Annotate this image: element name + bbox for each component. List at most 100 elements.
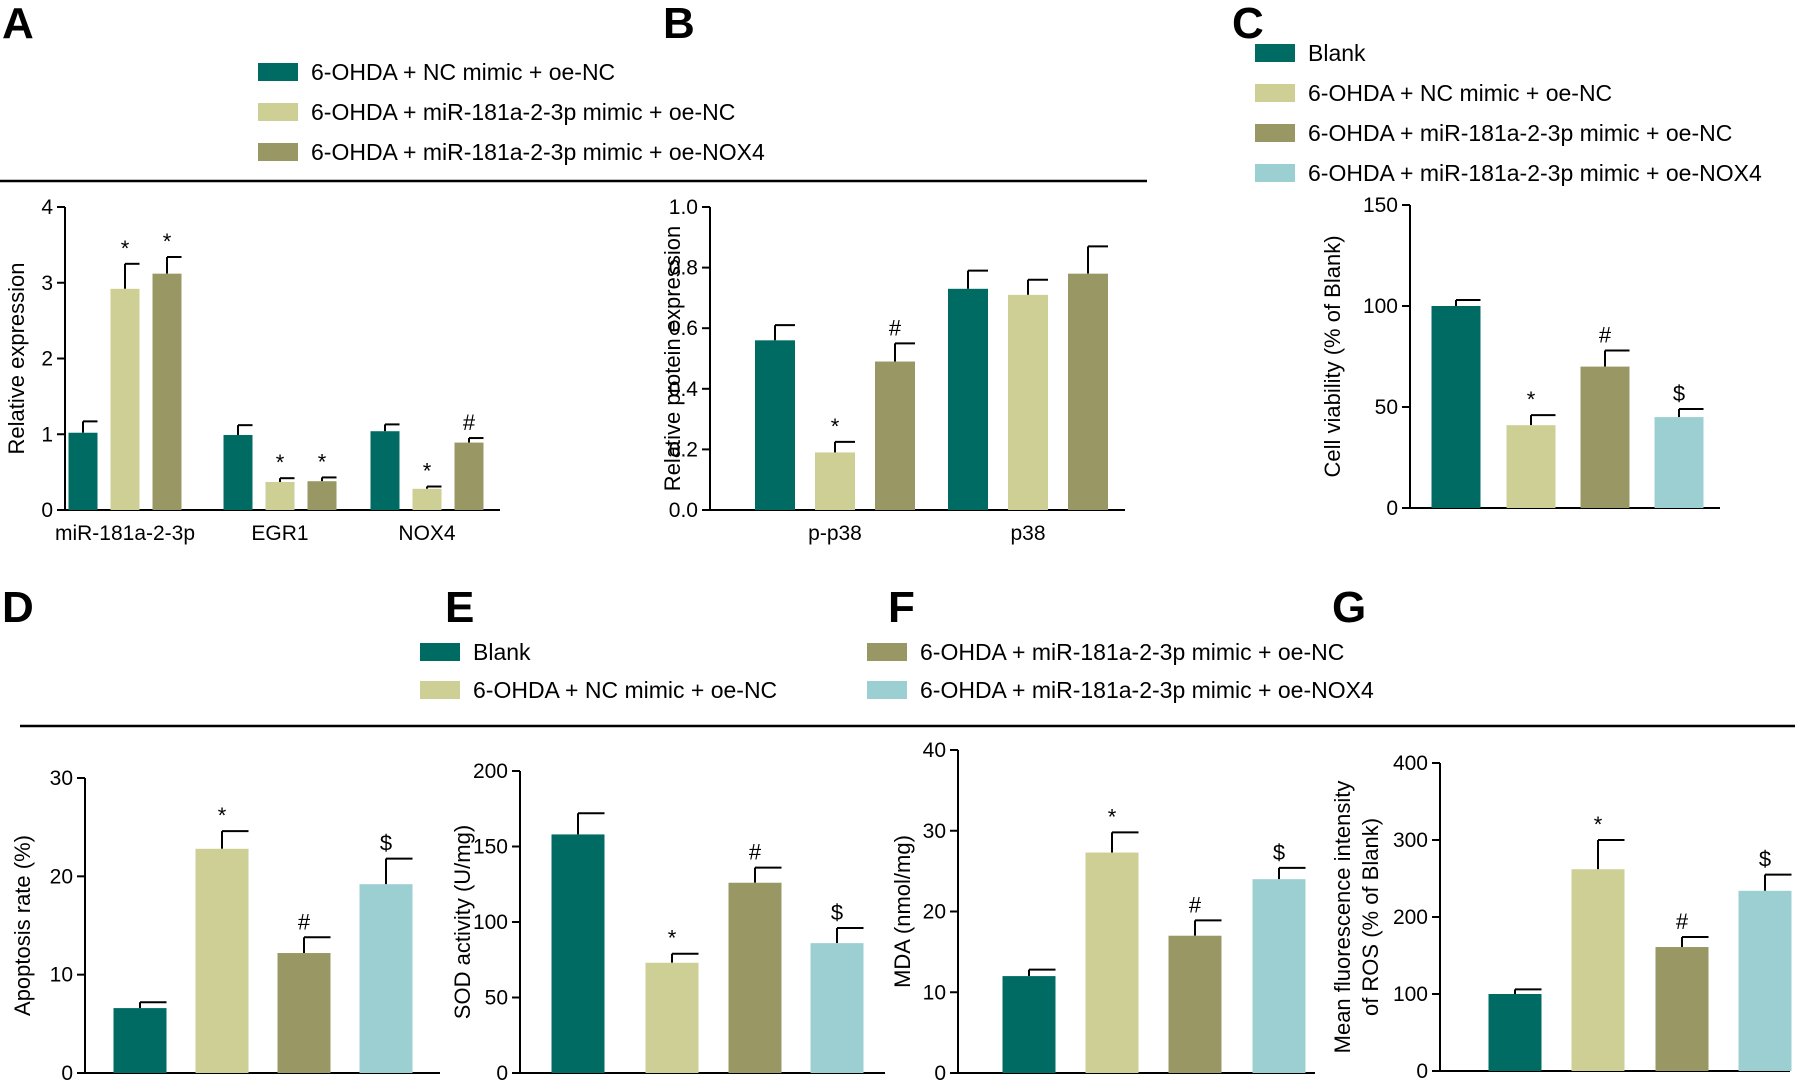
chart-b-bar-0-1 bbox=[815, 452, 855, 510]
chart-e-ytick-label-2: 100 bbox=[473, 911, 508, 934]
chart-c-bar-0 bbox=[1431, 306, 1481, 508]
chart-f-bar-1-significance: * bbox=[1108, 804, 1117, 829]
chart-b-category-label-0: p-p38 bbox=[808, 522, 862, 545]
chart-f-ytick-label-1: 10 bbox=[923, 981, 946, 1004]
chart-b-ytick-label-3: 0.6 bbox=[669, 317, 698, 340]
legend-c-item-1-label: 6-OHDA + NC mimic + oe-NC bbox=[1308, 80, 1612, 106]
panel-letter-g: G bbox=[1332, 583, 1366, 632]
chart-a-ytick-label-2: 2 bbox=[41, 348, 53, 371]
chart-g-ylabel-line-1: of ROS (% of Blank) bbox=[1358, 818, 1383, 1016]
chart-a-bar-2-2-significance: # bbox=[463, 410, 476, 435]
panel-letter-c: C bbox=[1232, 0, 1264, 48]
chart-b-bar-1-1 bbox=[1008, 294, 1048, 510]
legend-bottom-item-2-label: 6-OHDA + miR-181a-2-3p mimic + oe-NC bbox=[920, 639, 1344, 665]
legend-a-item-0-label: 6-OHDA + NC mimic + oe-NC bbox=[311, 59, 615, 85]
chart-b-category-label-1: p38 bbox=[1010, 522, 1045, 545]
chart-e-ytick-label-1: 50 bbox=[485, 987, 508, 1010]
chart-b-bar-1-2 bbox=[1068, 273, 1108, 510]
chart-a-category-label-0: miR-181a-2-3p bbox=[55, 522, 195, 545]
chart-b: 0.0 0.2 0.4 0.6 0.8 1.0 Relative protein expre… bbox=[660, 196, 1125, 545]
chart-c-bar-1 bbox=[1506, 425, 1556, 508]
chart-d-bar-2 bbox=[277, 953, 331, 1073]
chart-a-bar-0-2-significance: * bbox=[163, 229, 172, 254]
chart-f-bar-2 bbox=[1168, 935, 1222, 1073]
chart-b-bar-0-1-significance: * bbox=[831, 414, 840, 439]
charts-layer: 0 1 2 3 4 Relative expression * * miR-181a-2-3p *… bbox=[4, 194, 1792, 1081]
chart-a-bar-0-1-significance: * bbox=[121, 236, 130, 261]
legend-bottom-item-3-label: 6-OHDA + miR-181a-2-3p mimic + oe-NOX4 bbox=[920, 677, 1374, 703]
chart-g-ytick-label-2: 200 bbox=[1393, 906, 1428, 929]
panel-letter-e: E bbox=[445, 583, 474, 632]
legend-a-item-0-swatch bbox=[258, 63, 298, 81]
chart-c-bar-3-significance: $ bbox=[1673, 381, 1685, 406]
legend-a-item-1-swatch bbox=[258, 103, 298, 121]
chart-d-bar-2-significance: # bbox=[298, 909, 311, 934]
chart-f: 0 10 20 30 40 MDA (nmol/mg) * # $ bbox=[890, 739, 1315, 1081]
chart-f-bar-2-significance: # bbox=[1189, 892, 1202, 917]
chart-g-ytick-label-1: 100 bbox=[1393, 983, 1428, 1006]
chart-f-ytick-label-4: 40 bbox=[923, 739, 946, 762]
legend-c-item-2-swatch bbox=[1255, 124, 1295, 142]
chart-e-bar-3 bbox=[810, 943, 864, 1073]
chart-g-bar-3 bbox=[1738, 890, 1792, 1071]
legend-bottom-item-1-label: 6-OHDA + NC mimic + oe-NC bbox=[473, 677, 777, 703]
chart-a-bar-1-0 bbox=[223, 435, 253, 510]
chart-g-bar-2-significance: # bbox=[1676, 909, 1689, 934]
chart-g-bar-2 bbox=[1655, 947, 1709, 1071]
legend-bottom-item-1-swatch bbox=[420, 681, 460, 699]
chart-d-bar-3-significance: $ bbox=[380, 831, 392, 856]
legend-c-item-3-swatch bbox=[1255, 164, 1295, 182]
chart-d-bar-0 bbox=[113, 1008, 167, 1073]
chart-d: 0 10 20 30 Apoptosis rate (%) * # $ bbox=[10, 767, 440, 1081]
chart-a-bar-1-1 bbox=[265, 481, 295, 510]
chart-a-bar-0-0 bbox=[68, 432, 98, 510]
chart-e-bar-1-significance: * bbox=[668, 926, 677, 951]
chart-b-ytick-label-4: 0.8 bbox=[669, 257, 698, 280]
chart-e-ytick-label-0: 0 bbox=[496, 1062, 508, 1081]
legend-a-item-2-label: 6-OHDA + miR-181a-2-3p mimic + oe-NOX4 bbox=[311, 139, 765, 165]
chart-c-bar-2-significance: # bbox=[1599, 322, 1612, 347]
chart-d-bar-3 bbox=[359, 884, 413, 1073]
chart-d-ytick-label-3: 30 bbox=[50, 767, 73, 790]
chart-d-bar-1-significance: * bbox=[218, 803, 227, 828]
legend-c-item-0-swatch bbox=[1255, 44, 1295, 62]
chart-g-bar-1 bbox=[1571, 869, 1625, 1071]
chart-g-ylabel-line-0: Mean fluorescence intensity bbox=[1330, 781, 1355, 1054]
legend-bottom-item-0-swatch bbox=[420, 643, 460, 661]
legend-a-item-1-label: 6-OHDA + miR-181a-2-3p mimic + oe-NC bbox=[311, 99, 735, 125]
legend-c-item-1-swatch bbox=[1255, 84, 1295, 102]
chart-a-ytick-label-0: 0 bbox=[41, 499, 53, 522]
chart-a-bar-1-2-significance: * bbox=[318, 449, 327, 474]
chart-f-bar-0 bbox=[1002, 976, 1056, 1073]
chart-a-ylabel: Relative expression bbox=[4, 263, 29, 455]
chart-c: 0 50 100 150 Cell viability (% of Blank) * # $ bbox=[1320, 194, 1720, 520]
chart-a-bar-1-2 bbox=[307, 481, 337, 510]
chart-g-bar-3-significance: $ bbox=[1759, 847, 1771, 872]
chart-e-bar-2-significance: # bbox=[749, 840, 762, 865]
chart-g-bar-0 bbox=[1488, 994, 1542, 1071]
chart-c-ylabel: Cell viability (% of Blank) bbox=[1320, 235, 1345, 477]
legend-bottom-item-2-swatch bbox=[867, 643, 907, 661]
chart-c-bar-1-significance: * bbox=[1527, 387, 1536, 412]
chart-b-ytick-label-0: 0.0 bbox=[669, 499, 698, 522]
chart-a-ytick-label-3: 3 bbox=[41, 272, 53, 295]
chart-b-bar-0-2-significance: # bbox=[889, 315, 902, 340]
chart-a-category-label-2: NOX4 bbox=[398, 522, 456, 545]
chart-a-bar-0-2 bbox=[152, 273, 182, 510]
chart-a-bar-1-1-significance: * bbox=[276, 450, 285, 475]
chart-a-bar-2-1-significance: * bbox=[423, 459, 432, 484]
chart-g-ytick-label-0: 0 bbox=[1416, 1060, 1428, 1081]
chart-e-bar-2 bbox=[728, 882, 782, 1073]
chart-e-ytick-label-4: 200 bbox=[473, 760, 508, 783]
chart-d-ytick-label-2: 20 bbox=[50, 865, 73, 888]
legend-bottom-item-3-swatch bbox=[867, 681, 907, 699]
chart-d-bar-1 bbox=[195, 848, 249, 1073]
chart-f-bar-3 bbox=[1252, 879, 1306, 1073]
chart-f-bar-3-significance: $ bbox=[1273, 840, 1285, 865]
chart-a-bar-2-0 bbox=[370, 431, 400, 510]
chart-g: 0 100 200 300 400 Mean fluorescence intensity… bbox=[1330, 752, 1792, 1081]
legend-layer: 6-OHDA + NC mimic + oe-NC 6-OHDA + miR-18… bbox=[258, 40, 1762, 703]
legend-bottom-item-0-label: Blank bbox=[473, 639, 531, 665]
legend-c-item-2-label: 6-OHDA + miR-181a-2-3p mimic + oe-NC bbox=[1308, 120, 1732, 146]
legend-c-item-0-label: Blank bbox=[1308, 40, 1366, 66]
